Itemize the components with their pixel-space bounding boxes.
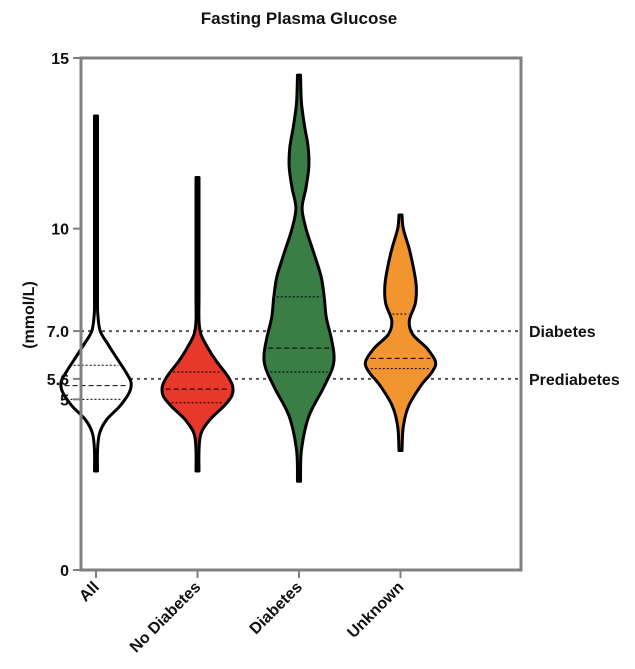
- y-tick-label-15: 15: [51, 51, 69, 68]
- y-tick-label-10: 10: [51, 222, 69, 239]
- reference-lines: Diabetes Prediabetes: [81, 324, 620, 389]
- y-tick-label-0: 0: [60, 563, 69, 580]
- y-axis-label: (mmol/L): [21, 281, 38, 349]
- x-tick-label-all: All: [76, 579, 102, 605]
- violin-diabetes: [262, 73, 336, 483]
- y-tick-label-5: 5: [60, 392, 69, 409]
- violin-all: [59, 114, 133, 473]
- y-tick-label-7-0: 7.0: [47, 324, 69, 341]
- x-tick-label-no-diabetes: No Diabetes: [127, 579, 204, 656]
- x-axis: All No Diabetes Diabetes Unknown: [76, 570, 407, 656]
- plot-frame: [79, 56, 523, 572]
- y-axis: 0 5 5.6 7.0 10 15: [47, 51, 81, 580]
- x-tick-label-unknown: Unknown: [344, 579, 407, 642]
- prediabetes-reference-label: Prediabetes: [529, 372, 620, 389]
- y-tick-label-5-6: 5.6: [47, 372, 69, 389]
- diabetes-reference-label: Diabetes: [529, 324, 596, 341]
- violin-no-diabetes: [160, 176, 235, 473]
- x-tick-label-diabetes: Diabetes: [247, 579, 306, 638]
- chart-title: Fasting Plasma Glucose: [201, 9, 398, 28]
- violin-group: [59, 73, 438, 483]
- violin-unknown: [363, 213, 438, 452]
